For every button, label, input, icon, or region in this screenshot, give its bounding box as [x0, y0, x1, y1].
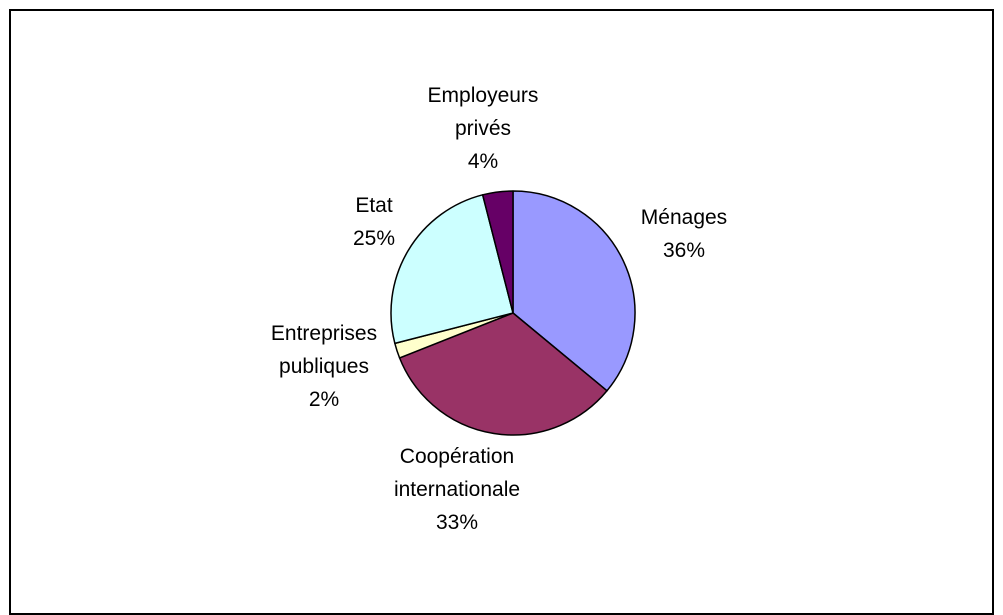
pie-slice-4 [481, 190, 514, 314]
slice-name-line: internationale [394, 478, 520, 501]
slice-name-line: Coopération [400, 445, 514, 468]
slice-name-line: Etat [355, 194, 393, 217]
pie-slices [390, 190, 636, 436]
slice-name-line: Entreprises [271, 322, 377, 345]
slice-name-line: Ménages [641, 206, 727, 229]
pie-slice-1 [398, 312, 608, 436]
pie-labels: Ménages 36% Coopération internationale 33% En… [271, 84, 727, 534]
slice-label-3: Etat 25% [353, 194, 395, 250]
slice-name-line: publiques [279, 355, 369, 378]
slice-percent: 4% [468, 150, 498, 173]
slice-percent: 25% [353, 227, 395, 250]
slice-percent: 33% [436, 511, 478, 534]
slice-label-1: Coopération internationale 33% [394, 445, 520, 534]
pie-slice-0 [512, 190, 636, 392]
slice-name-line: Employeurs [428, 84, 539, 107]
slice-label-4: Employeurs privés 4% [428, 84, 539, 173]
pie-slice-3 [390, 194, 514, 345]
slice-label-0: Ménages 36% [641, 206, 727, 262]
slice-percent: 36% [663, 239, 705, 262]
slice-name-line: privés [455, 117, 511, 140]
slice-label-2: Entreprises publiques 2% [271, 322, 377, 411]
slice-percent: 2% [309, 388, 339, 411]
